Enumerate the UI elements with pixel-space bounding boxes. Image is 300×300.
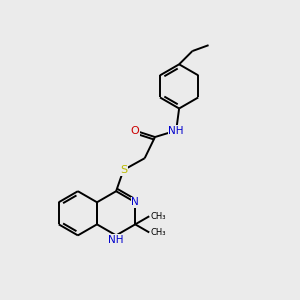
- Text: CH₃: CH₃: [151, 212, 166, 221]
- Text: NH: NH: [108, 235, 124, 245]
- Text: NH: NH: [168, 126, 184, 136]
- Text: N: N: [131, 197, 139, 207]
- Text: O: O: [130, 126, 139, 136]
- Text: CH₃: CH₃: [151, 228, 166, 237]
- Text: S: S: [120, 165, 127, 175]
